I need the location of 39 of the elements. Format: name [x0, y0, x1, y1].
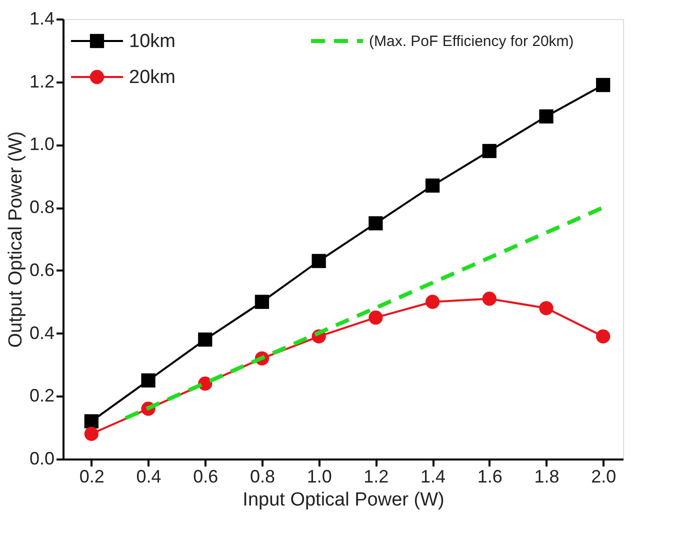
y-tick-label: 1.4 — [29, 8, 54, 28]
point — [368, 216, 383, 230]
y-tick-label: 0.8 — [29, 197, 54, 218]
x-tick-label: 0.8 — [250, 466, 275, 486]
point — [141, 373, 156, 388]
legend-label: 10km — [129, 31, 176, 52]
y-tick-label: 0.0 — [29, 448, 54, 468]
point — [425, 178, 440, 193]
x-tick-label: 1.0 — [306, 466, 332, 486]
point — [254, 294, 270, 309]
x-tick-label: 1.8 — [534, 466, 560, 486]
point — [596, 329, 610, 344]
point — [539, 109, 554, 124]
point — [312, 254, 326, 268]
x-tick-label: 2.0 — [591, 466, 616, 486]
x-tick-label: 0.2 — [79, 466, 104, 486]
y-tick-label: 1.0 — [29, 134, 54, 154]
point — [482, 292, 496, 306]
point — [368, 310, 383, 325]
point — [198, 332, 212, 347]
y-axis-title: Output Optical Power (W) — [5, 131, 26, 348]
point — [84, 426, 98, 441]
legend-label: (Max. PoF Efficiency for 20km) — [369, 33, 574, 50]
x-tick-label: 0.4 — [136, 466, 162, 486]
point — [425, 294, 440, 309]
y-tick-label: 0.4 — [29, 322, 54, 343]
x-axis-title: Input Optical Power (W) — [242, 490, 444, 510]
x-tick-label: 0.6 — [193, 466, 218, 486]
x-tick-label: 1.6 — [477, 466, 502, 486]
y-tick-label: 0.2 — [29, 386, 54, 406]
y-tick-label: 1.2 — [29, 71, 54, 92]
legend-label: 20km — [129, 67, 176, 88]
point — [539, 301, 554, 316]
x-tick-label: 1.4 — [420, 466, 446, 486]
y-tick-label: 0.6 — [29, 260, 54, 280]
point — [84, 414, 98, 428]
x-tick-label: 1.2 — [364, 466, 389, 486]
point — [596, 78, 610, 92]
point — [482, 144, 496, 158]
